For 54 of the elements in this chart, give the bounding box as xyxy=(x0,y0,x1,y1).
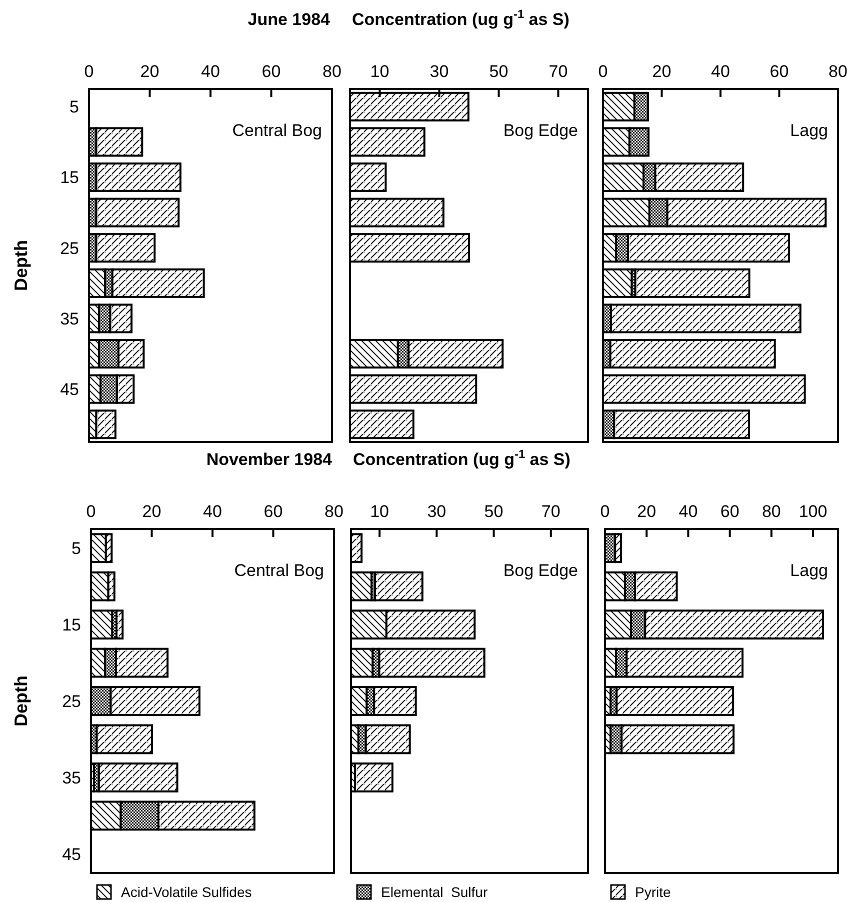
x-tick-label: 0 xyxy=(84,62,94,81)
chart-title: June 1984 xyxy=(248,10,331,29)
x-tick-label: 0 xyxy=(86,502,96,521)
legend-label: Pyrite xyxy=(635,884,671,900)
y-tick-label: 25 xyxy=(60,238,79,258)
y-tick-label: 15 xyxy=(60,168,79,188)
x-tick-label: 70 xyxy=(548,62,568,81)
x-axis-title: Concentration (ug g$^{-1}$ as S) xyxy=(353,447,570,469)
x-tick-label: 20 xyxy=(637,502,656,521)
legend-label: Elemental Sulfur xyxy=(381,884,488,900)
x-tick-label: 80 xyxy=(828,62,847,81)
y-tick-label: 35 xyxy=(60,309,79,328)
x-tick-label: 80 xyxy=(324,502,344,521)
x-tick-label: 0 xyxy=(598,62,608,81)
chart-title: November 1984 xyxy=(206,450,333,469)
x-tick-label: 0 xyxy=(600,502,610,521)
x-tick-label: 40 xyxy=(711,62,730,81)
x-tick-label: 60 xyxy=(770,62,789,81)
x-tick-label: 80 xyxy=(762,502,781,521)
annotation: Lagg xyxy=(790,121,828,140)
x-tick-label: 40 xyxy=(201,62,220,81)
annotation: Bog Edge xyxy=(503,121,578,140)
y-tick-label: 45 xyxy=(60,380,79,399)
y-tick-label: 35 xyxy=(62,768,81,788)
y-axis-title: Depth xyxy=(11,676,31,726)
x-tick-label: 10 xyxy=(370,62,390,81)
x-tick-label: 20 xyxy=(652,62,672,81)
y-axis-title: Depth xyxy=(11,240,31,291)
x-tick-label: 30 xyxy=(427,502,446,521)
y-tick-label: 25 xyxy=(62,692,81,711)
y-tick-label: 5 xyxy=(70,98,79,117)
x-tick-label: 30 xyxy=(430,62,449,81)
annotation: Central Bog xyxy=(232,121,322,140)
x-tick-label: 40 xyxy=(678,502,698,521)
annotation: Central Bog xyxy=(234,561,324,580)
x-tick-label: 60 xyxy=(264,502,283,521)
y-tick-label: 45 xyxy=(62,844,81,864)
x-tick-label: 20 xyxy=(140,62,160,81)
x-tick-label: 40 xyxy=(203,502,222,521)
x-tick-label: 100 xyxy=(798,502,828,521)
x-tick-label: 10 xyxy=(370,502,390,521)
y-tick-label: 5 xyxy=(72,539,81,558)
annotation: Bog Edge xyxy=(503,561,578,580)
annotation: Lagg xyxy=(790,561,828,580)
x-tick-label: 50 xyxy=(484,502,504,521)
x-tick-label: 80 xyxy=(322,62,342,81)
x-tick-label: 20 xyxy=(142,502,162,521)
x-tick-label: 50 xyxy=(489,62,508,81)
x-axis-title: Concentration (ug g$^{-1}$ as S) xyxy=(352,7,570,29)
y-tick-label: 15 xyxy=(62,616,81,635)
x-tick-label: 60 xyxy=(720,502,740,521)
x-tick-label: 60 xyxy=(262,62,281,81)
legend-label: Acid-Volatile Sulfides xyxy=(121,884,252,900)
x-tick-label: 70 xyxy=(541,502,560,521)
